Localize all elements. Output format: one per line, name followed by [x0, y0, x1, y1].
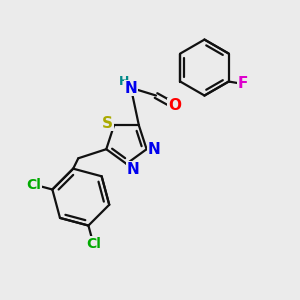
Text: N: N — [124, 81, 137, 96]
Text: F: F — [238, 76, 248, 92]
Text: H: H — [118, 75, 129, 88]
Text: O: O — [168, 98, 181, 113]
Text: S: S — [102, 116, 113, 130]
Text: Cl: Cl — [26, 178, 41, 191]
Text: N: N — [127, 162, 139, 177]
Text: Cl: Cl — [86, 237, 101, 251]
Text: N: N — [148, 142, 160, 157]
